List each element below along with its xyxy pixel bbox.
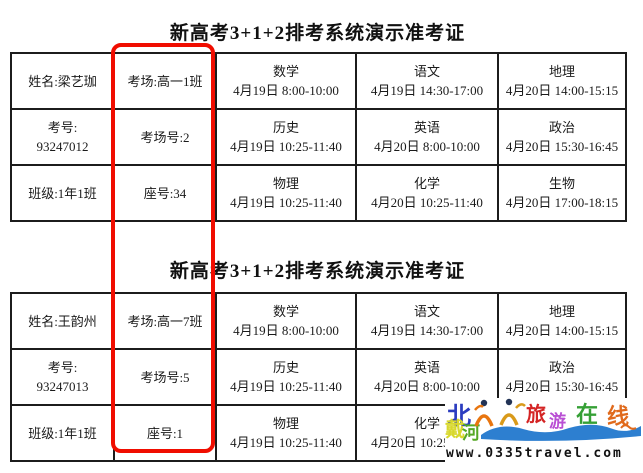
- cell-subject-chinese: 语文 4月19日 14:30-17:00: [355, 292, 499, 350]
- cell-subject-politics: 政治 4月20日 15:30-16:45: [497, 348, 627, 406]
- table-row: 姓名:梁艺珈 考场:高一1班 数学 4月19日 8:00-10:00 语文 4月19…: [10, 52, 627, 110]
- cell-seat-number: 座号:34: [113, 164, 217, 222]
- logo-char: 河: [462, 423, 480, 443]
- cell-subject-chemistry: 化学 4月20日 10:25-11:40: [355, 164, 499, 222]
- cell-seat-number: 座号:1: [113, 404, 217, 462]
- table-row: 考号: 93247013 考场号:5 历史 4月19日 10:25-11:40 英语…: [10, 348, 627, 406]
- cell-student-name: 姓名:梁艺珈: [10, 52, 115, 110]
- logo-char: 线: [607, 404, 630, 429]
- cell-subject-math: 数学 4月19日 8:00-10:00: [215, 52, 357, 110]
- logo-url: www.0335travel.com: [446, 446, 623, 461]
- cell-subject-math: 数学 4月19日 8:00-10:00: [215, 292, 357, 350]
- cell-subject-history: 历史 4月19日 10:25-11:40: [215, 108, 357, 166]
- cell-room-number: 考场号:2: [113, 108, 217, 166]
- logo-char: 游: [549, 412, 566, 431]
- table-row: 姓名:王韵州 考场:高一7班 数学 4月19日 8:00-10:00 语文 4月19…: [10, 292, 627, 350]
- cell-subject-english: 英语 4月20日 8:00-10:00: [355, 108, 499, 166]
- cell-subject-geography: 地理 4月20日 14:00-15:15: [497, 292, 627, 350]
- dancing-figures-icon: [474, 398, 526, 427]
- cell-subject-history: 历史 4月19日 10:25-11:40: [215, 348, 357, 406]
- cell-subject-geography: 地理 4月20日 14:00-15:15: [497, 52, 627, 110]
- cell-student-name: 姓名:王韵州: [10, 292, 115, 350]
- cell-subject-physics: 物理 4月19日 10:25-11:40: [215, 404, 357, 462]
- ticket2-table: 姓名:王韵州 考场:高一7班 数学 4月19日 8:00-10:00 语文 4月19…: [10, 292, 627, 462]
- ticket1-title: 新高考3+1+2排考系统演示准考证: [169, 23, 466, 44]
- ticket1-table: 姓名:梁艺珈 考场:高一1班 数学 4月19日 8:00-10:00 语文 4月19…: [10, 52, 627, 222]
- cell-subject-english: 英语 4月20日 8:00-10:00: [355, 348, 499, 406]
- cell-subject-physics: 物理 4月19日 10:25-11:40: [215, 164, 357, 222]
- logo-char: 北: [447, 403, 471, 430]
- cell-exam-room: 考场:高一7班: [113, 292, 217, 350]
- logo-char: 旅: [526, 404, 546, 426]
- travel-logo: 北 戴 河 旅 游 在 线 www.0335travel.com: [445, 398, 643, 462]
- logo-char: 在: [576, 402, 599, 427]
- cell-exam-number: 考号: 93247012: [10, 108, 115, 166]
- cell-class: 班级:1年1班: [10, 404, 115, 462]
- cell-class: 班级:1年1班: [10, 164, 115, 222]
- cell-exam-number: 考号: 93247013: [10, 348, 115, 406]
- table-row: 班级:1年1班 座号:34 物理 4月19日 10:25-11:40 化学 4月20…: [10, 164, 627, 222]
- cell-subject-politics: 政治 4月20日 15:30-16:45: [497, 108, 627, 166]
- ticket2-title: 新高考3+1+2排考系统演示准考证: [169, 261, 466, 282]
- cell-exam-room: 考场:高一1班: [113, 52, 217, 110]
- wave-icon: [481, 424, 641, 441]
- cell-room-number: 考场号:5: [113, 348, 217, 406]
- table-row: 考号: 93247012 考场号:2 历史 4月19日 10:25-11:40 英语…: [10, 108, 627, 166]
- cell-subject-chinese: 语文 4月19日 14:30-17:00: [355, 52, 499, 110]
- logo-char: 戴: [445, 419, 465, 441]
